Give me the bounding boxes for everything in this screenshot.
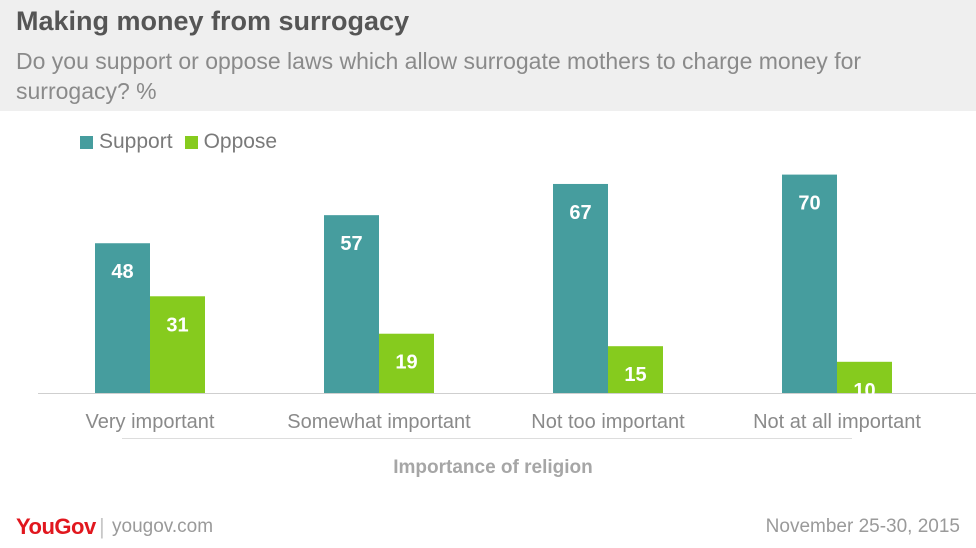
data-label-support-1: 48: [111, 261, 133, 283]
data-label-oppose-3: 15: [624, 364, 646, 386]
header: Making money from surrogacy Do you suppo…: [0, 0, 976, 111]
x-tick-label-3: Not too important: [531, 411, 685, 433]
chart-subtitle: Do you support or oppose laws which allo…: [16, 48, 862, 104]
yougov-logo: YouGov: [16, 514, 96, 539]
data-label-support-3: 67: [569, 202, 591, 224]
legend-label-oppose: Oppose: [203, 130, 278, 153]
bar-support-4: [782, 174, 837, 393]
data-label-oppose-4: 10: [853, 380, 875, 402]
x-tick-label-4: Not at all important: [753, 411, 921, 433]
data-label-support-4: 70: [798, 193, 820, 215]
data-label-support-2: 57: [340, 233, 362, 255]
bar-oppose-4: [837, 361, 892, 393]
legend-item-support: Support: [80, 130, 173, 154]
legend: Support Oppose: [80, 129, 289, 155]
bar-oppose-2: [379, 333, 434, 393]
x-tick-label-1: Very important: [86, 411, 215, 433]
bar-support-3: [553, 183, 608, 393]
bar-oppose-3: [608, 346, 663, 393]
legend-item-oppose: Oppose: [184, 130, 278, 154]
footer-separator: |: [99, 514, 105, 539]
data-label-oppose-1: 31: [166, 314, 188, 336]
x-axis-title: Importance of religion: [393, 457, 593, 478]
bar-support-2: [324, 215, 379, 393]
footer-date: November 25-30, 2015: [765, 516, 960, 537]
legend-swatch-support: [80, 135, 93, 149]
chart-title: Making money from surrogacy: [16, 6, 410, 36]
data-label-oppose-2: 19: [395, 352, 417, 374]
legend-label-support: Support: [99, 130, 173, 153]
bar-oppose-1: [150, 296, 205, 393]
legend-swatch-oppose: [184, 135, 198, 149]
bar-support-1: [95, 243, 150, 393]
footer-site-link[interactable]: yougov.com: [112, 516, 214, 537]
x-tick-label-2: Somewhat important: [287, 411, 471, 433]
